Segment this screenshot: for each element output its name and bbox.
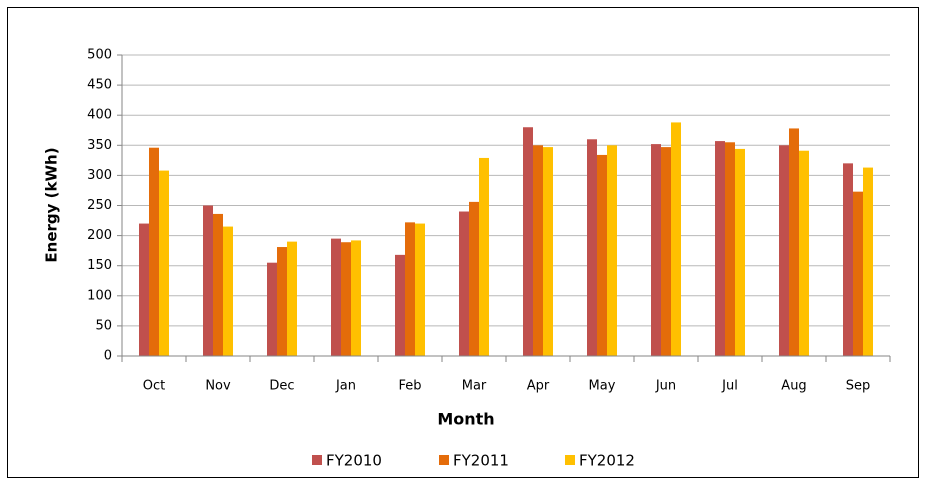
bar [277,247,287,356]
bar [779,145,789,356]
bar [789,128,799,356]
bar [459,211,469,356]
bar [479,157,489,356]
y-tick-label: 100 [87,288,112,303]
bar [715,141,725,356]
x-tick-label: Oct [143,379,165,394]
legend-swatch [312,455,322,465]
legend-swatch [439,455,449,465]
bar [543,147,553,356]
legend-label: FY2012 [579,452,635,470]
y-axis-title: Energy (kWh) [43,147,61,262]
bar [415,223,425,356]
y-tick-label: 200 [87,228,112,243]
x-tick-label: Apr [527,379,550,394]
bar [853,191,863,356]
x-tick-label: Dec [269,379,294,394]
bar [405,222,415,356]
x-tick-label: May [589,379,616,394]
bar [341,242,351,356]
y-tick-label: 350 [87,138,112,153]
bar [661,147,671,356]
bar [351,240,361,356]
bar [149,147,159,356]
bar [799,150,809,356]
x-tick-label: Jun [655,379,676,394]
x-tick-label: Jul [721,379,738,394]
legend-swatch [565,455,575,465]
bar [725,142,735,356]
y-tick-label: 450 [87,78,112,93]
bar [139,223,149,356]
x-tick-label: Mar [462,379,487,394]
bar [159,170,169,356]
bar [287,241,297,356]
bar [523,127,533,357]
x-tick-label: Jan [335,379,356,394]
y-tick-label: 500 [87,48,112,63]
y-tick-label: 300 [87,168,112,183]
legend-label: FY2010 [326,452,382,470]
y-tick-label: 0 [104,349,112,364]
bar [651,144,661,356]
bar [533,145,543,356]
bar [469,201,479,356]
y-tick-label: 250 [87,198,112,213]
bar [597,154,607,356]
bar [587,139,597,356]
bar [607,145,617,356]
bar [213,213,223,356]
bar [203,205,213,356]
x-tick-label: Feb [398,379,421,394]
x-tick-label: Sep [846,379,871,394]
x-tick-label: Aug [781,379,806,394]
x-axis-title: Month [437,410,494,429]
bar [843,163,853,356]
x-tick-label: Nov [205,379,231,394]
bar [735,148,745,356]
y-tick-label: 150 [87,258,112,273]
bar [331,238,341,356]
y-tick-label: 50 [95,318,112,333]
bar [395,254,405,356]
bar [863,167,873,356]
bar [267,262,277,356]
bar [223,226,233,356]
bar [671,122,681,356]
y-tick-label: 400 [87,108,112,123]
legend-label: FY2011 [453,452,509,470]
